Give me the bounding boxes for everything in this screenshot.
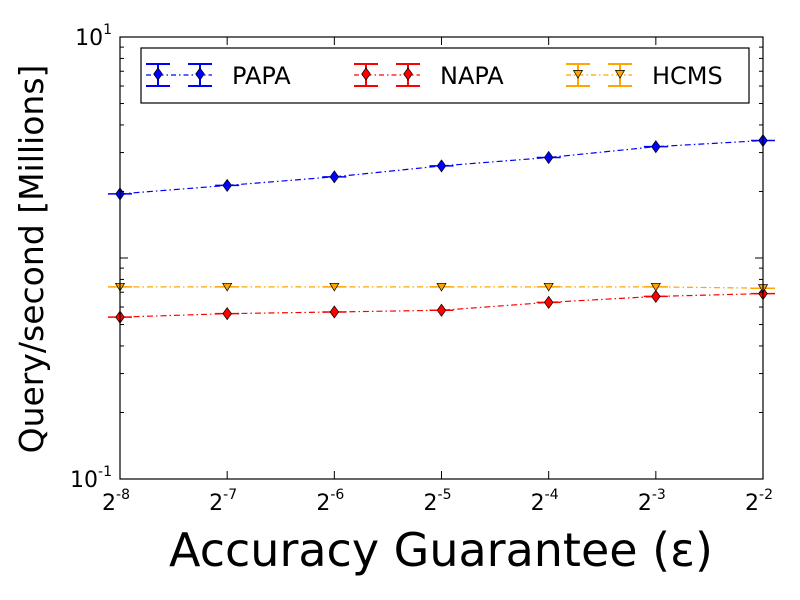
legend-entry-napa: NAPA	[354, 62, 504, 90]
tick-labels: 2-8 2-7 2-6 2-5 2-4 2-3 2-2 10-1 101	[70, 22, 773, 516]
legend-marker	[572, 70, 584, 79]
data-point	[651, 289, 661, 304]
x-tick-label: 2-2	[745, 487, 773, 516]
data-point	[329, 305, 340, 319]
legend-entry-papa: PAPA	[146, 62, 291, 90]
data-point	[650, 282, 661, 292]
x-tick-label: 2-4	[531, 487, 559, 516]
data-point	[543, 295, 554, 309]
series-hcms	[108, 282, 775, 293]
series-papa	[108, 133, 775, 201]
data-point	[651, 140, 661, 154]
series-napa	[108, 287, 775, 324]
legend-label: NAPA	[440, 62, 504, 90]
series-layer	[108, 133, 775, 324]
legend-marker	[361, 67, 371, 81]
x-axis-label: Accuracy Guarantee (ε)	[169, 523, 713, 577]
x-tick-label: 2-7	[209, 487, 237, 516]
x-tick-label: 2-8	[102, 487, 130, 516]
data-point	[222, 178, 232, 193]
data-point	[329, 170, 340, 184]
data-point	[543, 150, 554, 165]
data-point	[436, 303, 447, 317]
legend-marker	[195, 67, 205, 81]
ticks-layer	[119, 36, 764, 480]
y-tick-label: 10-1	[70, 464, 112, 493]
legend-marker	[614, 70, 626, 79]
data-point	[436, 282, 447, 292]
data-point	[436, 159, 447, 173]
y-axis-label: Query/second [Millions]	[12, 65, 51, 454]
legend-entry-hcms: HCMS	[566, 62, 723, 90]
x-tick-label: 2-3	[638, 487, 666, 516]
data-point	[329, 282, 340, 292]
legend-marker	[403, 67, 413, 81]
data-point	[543, 282, 554, 292]
data-point	[222, 307, 232, 321]
legend-frame	[140, 47, 750, 104]
x-tick-label: 2-5	[424, 487, 452, 516]
legend-label: HCMS	[652, 62, 723, 90]
data-point	[222, 282, 233, 292]
legend-label: PAPA	[232, 62, 291, 90]
y-tick-label: 101	[75, 22, 112, 51]
x-tick-label: 2-6	[316, 487, 344, 516]
legend: PAPA NAPA HCMS	[140, 47, 750, 104]
legend-marker	[153, 67, 163, 81]
